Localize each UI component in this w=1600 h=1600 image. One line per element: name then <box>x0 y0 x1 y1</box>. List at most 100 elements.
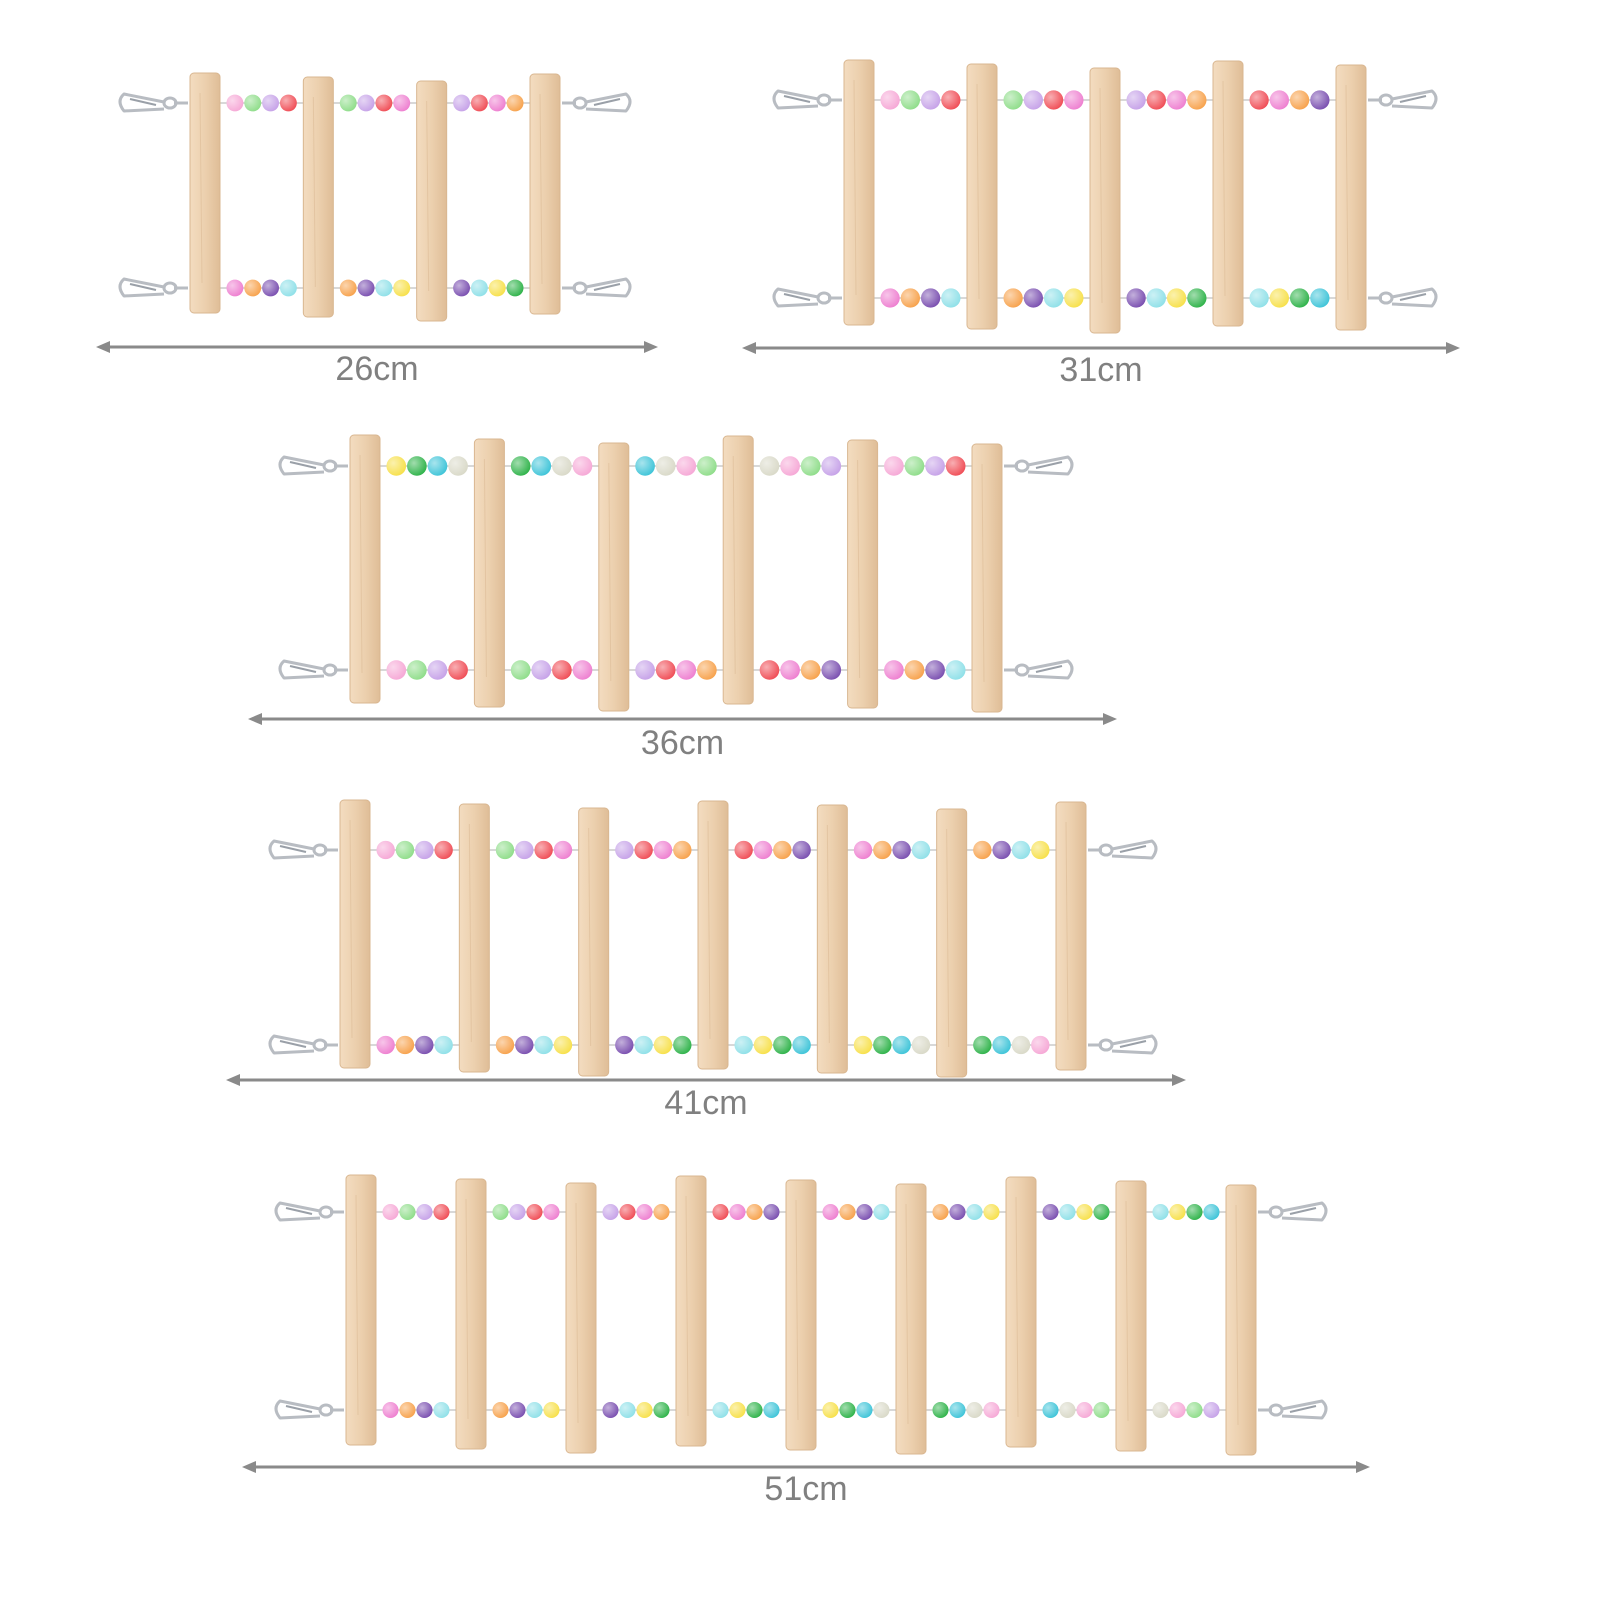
bead-shine <box>1023 288 1043 308</box>
bead-shine <box>1031 1035 1050 1055</box>
bead-shine <box>734 840 753 860</box>
bead-shine <box>966 1204 983 1220</box>
bead-shine <box>1064 90 1084 110</box>
bead-shine <box>492 1402 509 1418</box>
wood-grain <box>465 1198 469 1420</box>
bead-shine <box>386 456 407 476</box>
bead-shine <box>393 94 411 112</box>
wooden-rung <box>189 72 221 314</box>
snap-hook-icon <box>1004 455 1074 476</box>
wood-grain <box>946 828 950 1048</box>
bead-shine <box>763 1204 780 1220</box>
snap-hook-icon <box>772 89 842 110</box>
bead-shine <box>415 840 434 860</box>
bead-shine <box>1203 1204 1220 1220</box>
bead-shine <box>471 279 488 297</box>
bead-shine <box>746 1402 763 1418</box>
bead-shine <box>534 1035 553 1055</box>
bead-shine <box>1003 288 1023 308</box>
bead-shine <box>925 660 945 680</box>
bead-shine <box>925 456 945 476</box>
bead-shine <box>1044 90 1064 110</box>
size-label: 31cm <box>1059 351 1143 389</box>
ladder-41cm <box>226 799 1186 1086</box>
bead-shine <box>653 1204 670 1220</box>
bead-shine <box>945 456 966 476</box>
ladder-51cm <box>242 1174 1370 1473</box>
bead-shine <box>416 1402 433 1418</box>
bead-shine <box>655 456 676 476</box>
bead-shine <box>262 279 280 297</box>
wooden-rung <box>697 800 729 1070</box>
wood-grain <box>905 1203 909 1425</box>
bead-shine <box>676 660 697 680</box>
bead-shine <box>921 90 941 110</box>
bead-shine <box>1310 288 1330 308</box>
bead-shine <box>1290 90 1310 110</box>
bead-shine <box>1146 288 1166 308</box>
wooden-rung <box>1089 67 1121 334</box>
wood-grain <box>1065 821 1069 1041</box>
bead-shine <box>1169 1204 1186 1220</box>
bead-shine <box>602 1204 619 1220</box>
dimension-line <box>242 1461 1370 1473</box>
bead-shine <box>427 660 448 680</box>
bead-shine <box>900 90 920 110</box>
bead-shine <box>821 660 842 680</box>
dimension-line <box>248 713 1117 725</box>
bead-shine <box>945 660 966 680</box>
wooden-rung <box>971 443 1003 713</box>
snap-hook-icon <box>562 277 632 298</box>
bead-shine <box>900 288 920 308</box>
bead-shine <box>531 660 552 680</box>
bead-shine <box>407 660 427 680</box>
bead-shine <box>619 1204 636 1220</box>
wood-grain <box>312 96 316 288</box>
wooden-rung <box>339 799 371 1069</box>
bead-shine <box>1152 1204 1169 1220</box>
bead-shine <box>873 1204 890 1220</box>
bead-shine <box>515 1035 534 1055</box>
snap-hook-icon <box>118 92 188 113</box>
bead-shine <box>376 1035 395 1055</box>
bead-shine <box>510 660 531 680</box>
wooden-rung <box>598 442 630 712</box>
bead-shine <box>1203 1402 1220 1418</box>
bead-shine <box>339 94 357 112</box>
bead-shine <box>780 660 800 680</box>
wood-grain <box>359 454 363 674</box>
size-label: 51cm <box>764 1470 848 1508</box>
arrow-left-icon <box>96 341 110 353</box>
bead-shine <box>773 840 792 860</box>
bead-shine <box>543 1402 560 1418</box>
wooden-rung <box>1005 1176 1037 1448</box>
dimension-line <box>226 1074 1186 1086</box>
bead-shine <box>983 1204 1000 1220</box>
bead-shine <box>822 1402 839 1418</box>
ladder-36cm <box>248 434 1117 725</box>
bead-shine <box>983 1402 1000 1418</box>
bead-shine <box>729 1204 746 1220</box>
size-label: 36cm <box>640 724 725 762</box>
wooden-rung <box>1225 1184 1257 1456</box>
bead-shine <box>1093 1204 1110 1220</box>
dimension-line <box>742 342 1460 354</box>
bead-shine <box>488 279 506 297</box>
wooden-rung <box>847 439 879 709</box>
wood-grain <box>199 92 203 284</box>
size-label: 41cm <box>664 1084 748 1122</box>
wood-grain <box>976 83 980 300</box>
bead-shine <box>853 1035 873 1055</box>
bead-shine <box>1059 1402 1076 1418</box>
wooden-rung <box>1115 1180 1147 1452</box>
bead-shine <box>966 1402 983 1418</box>
bead-shine <box>746 1204 763 1220</box>
bead-shine <box>653 840 673 860</box>
snap-hook-icon <box>1368 287 1438 308</box>
bead-shine <box>572 660 593 680</box>
wooden-rung <box>458 803 490 1073</box>
wood-grain <box>355 1194 359 1416</box>
bead-shine <box>1011 840 1031 860</box>
snap-hook-icon <box>1088 839 1158 860</box>
bead-shine <box>635 660 655 680</box>
